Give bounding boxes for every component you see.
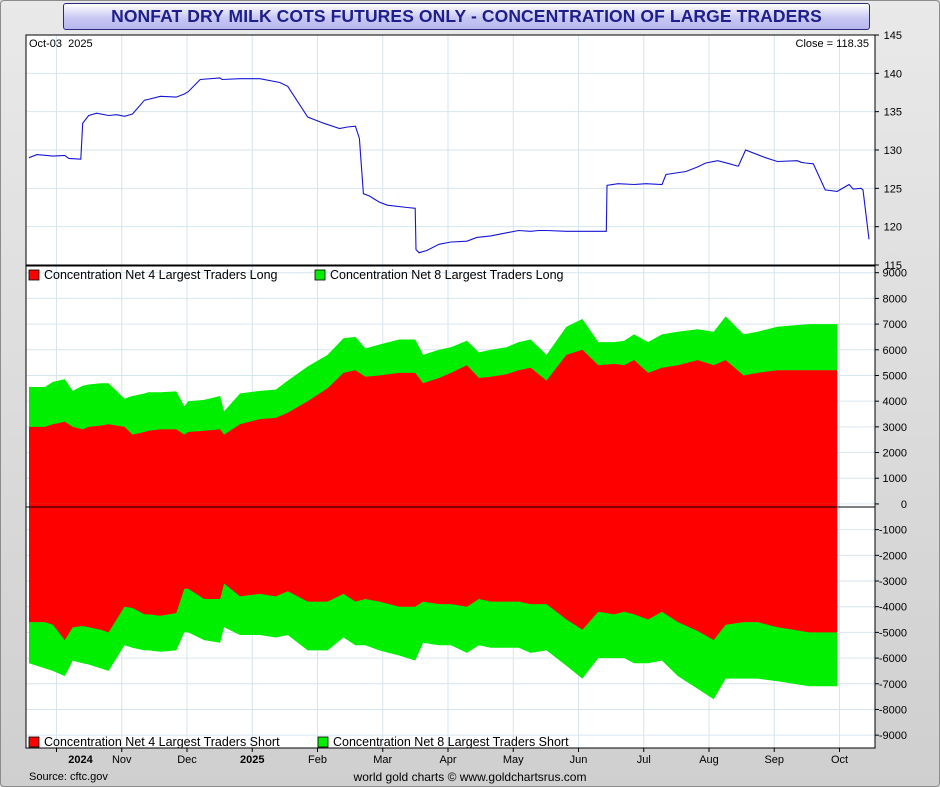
concentration-panel-border <box>25 264 876 749</box>
legend-swatch <box>317 736 329 748</box>
x-tick-label: Feb <box>308 754 327 766</box>
price-series-group <box>28 77 870 254</box>
source-label: Source: cftc.gov <box>29 771 108 783</box>
conc-y-tick-label: -8000 <box>879 704 907 716</box>
conc-y-tick-label: 6000 <box>883 345 907 357</box>
conc-y-tick-label: -6000 <box>879 653 907 665</box>
price-line <box>28 77 870 254</box>
credit-label: world gold charts © www.goldchartsrus.co… <box>353 770 587 784</box>
conc-y-tick-label: -2000 <box>879 550 907 562</box>
x-tick-label: Nov <box>112 754 132 766</box>
legend-label: Concentration Net 8 Largest Traders Shor… <box>333 735 569 749</box>
conc-y-tick-label: 2000 <box>883 448 907 460</box>
price-y-tick-label: 130 <box>884 145 902 157</box>
net4-short-area <box>29 503 838 641</box>
conc-y-tick-label: 5000 <box>883 370 907 382</box>
conc-y-tick-label: 7000 <box>883 319 907 331</box>
x-tick-label: 2024 <box>68 754 93 766</box>
close-label: Close = 118.35 <box>796 38 870 50</box>
conc-y-tick-label: -5000 <box>879 627 907 639</box>
conc-y-tick-label: 1000 <box>883 473 907 485</box>
conc-y-tick-label: 3000 <box>883 422 907 434</box>
x-tick-label: 2025 <box>240 754 264 766</box>
conc-y-tick-label: 0 <box>901 499 907 511</box>
price-y-tick-label: 125 <box>884 183 902 195</box>
x-tick-label: May <box>503 754 524 766</box>
conc-y-tick-label: -9000 <box>879 730 907 742</box>
x-tick-label: Mar <box>373 754 392 766</box>
conc-y-tick-label: -1000 <box>879 525 907 537</box>
chart-title: NONFAT DRY MILK COTS FUTURES ONLY - CONC… <box>63 3 870 30</box>
conc-y-tick-label: -7000 <box>879 679 907 691</box>
x-tick-label: Sep <box>764 754 784 766</box>
x-tick-label: Aug <box>699 754 719 766</box>
legend-label: Concentration Net 4 Largest Traders Long <box>44 268 278 282</box>
x-tick-label: Apr <box>439 754 456 766</box>
price-y-tick-label: 135 <box>884 107 902 119</box>
price-y-tick-label: 145 <box>884 30 902 42</box>
legend-swatch <box>314 269 326 281</box>
x-tick-label: Jul <box>637 754 651 766</box>
legend-swatch <box>28 736 40 748</box>
legend-swatch <box>28 269 40 281</box>
price-y-tick-label: 120 <box>884 222 902 234</box>
area-series-group <box>29 316 838 700</box>
conc-y-tick-label: 9000 <box>883 268 907 280</box>
conc-y-tick-label: -4000 <box>879 602 907 614</box>
x-tick-label: Jun <box>570 754 588 766</box>
conc-y-tick-label: 4000 <box>883 396 907 408</box>
net4-long-area <box>29 349 838 504</box>
conc-y-tick-label: 8000 <box>883 293 907 305</box>
x-tick-label: Oct <box>831 754 848 766</box>
price-y-tick-label: 115 <box>884 260 902 272</box>
legend: Concentration Net 4 Largest Traders Long… <box>28 268 569 749</box>
axes: 2024 Nov Dec 2025 Feb Mar Apr May Jun Jul Aug Sep Oc… <box>56 30 907 766</box>
date-label: Oct-03 2025 <box>29 38 93 50</box>
price-y-tick-label: 140 <box>884 68 902 80</box>
legend-label: Concentration Net 4 Largest Traders Shor… <box>44 735 280 749</box>
conc-y-tick-label: -3000 <box>879 576 907 588</box>
legend-label: Concentration Net 8 Largest Traders Long <box>330 268 564 282</box>
x-tick-label: Dec <box>177 754 197 766</box>
